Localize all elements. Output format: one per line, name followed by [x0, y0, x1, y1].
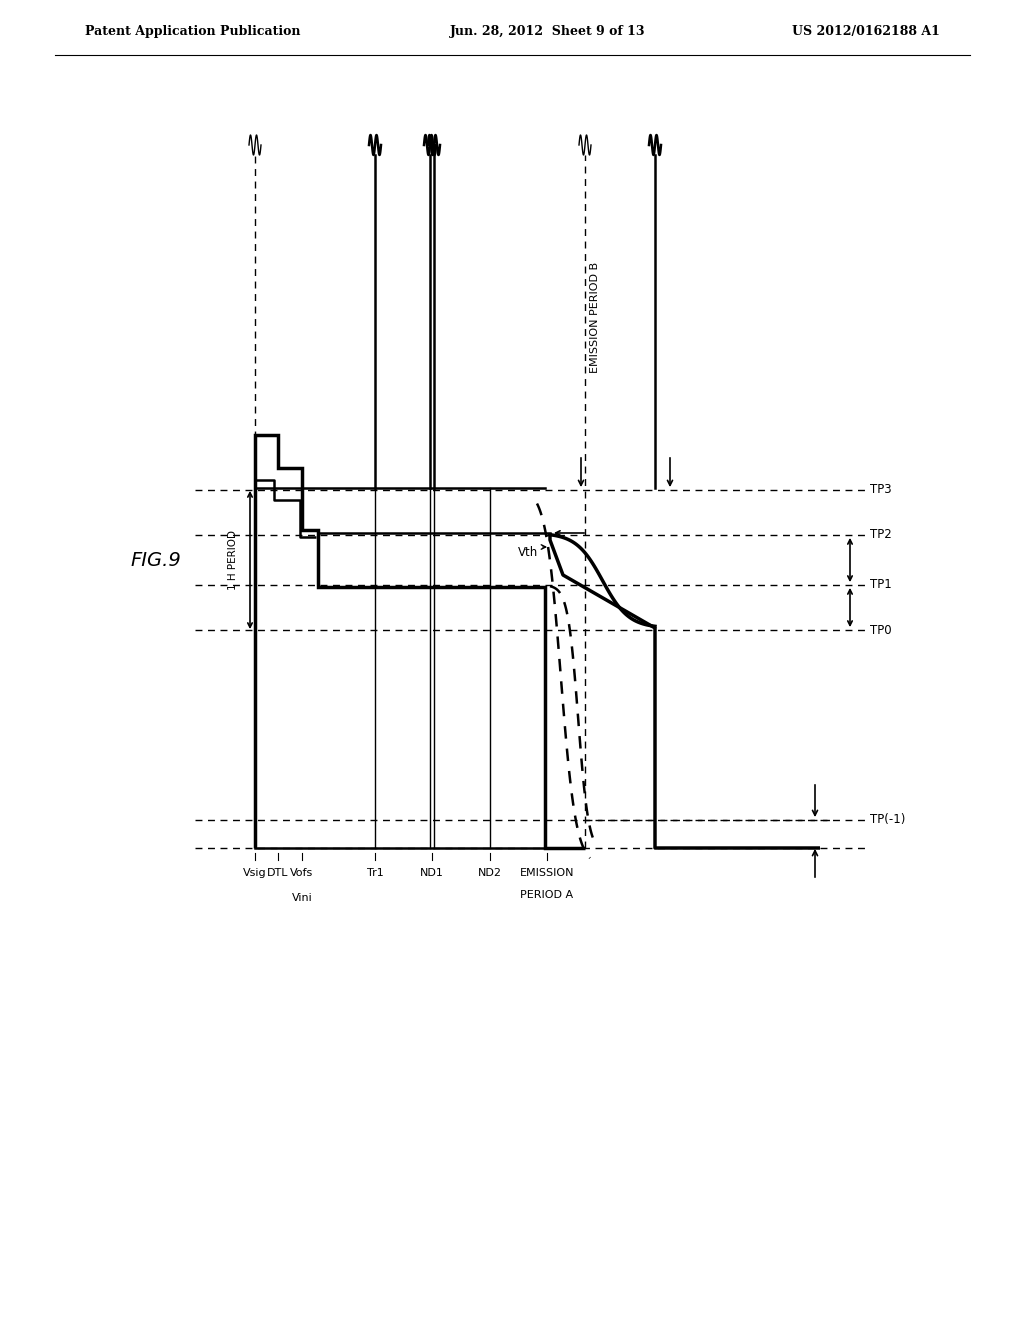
Text: ND1: ND1 [420, 869, 444, 878]
Text: Jun. 28, 2012  Sheet 9 of 13: Jun. 28, 2012 Sheet 9 of 13 [450, 25, 645, 38]
Text: TP1: TP1 [870, 578, 892, 591]
Text: EMISSION PERIOD B: EMISSION PERIOD B [590, 261, 600, 374]
Text: Tr1: Tr1 [367, 869, 383, 878]
Text: Vini: Vini [292, 894, 312, 903]
Text: ND2: ND2 [478, 869, 502, 878]
Text: Vofs: Vofs [291, 869, 313, 878]
Text: US 2012/0162188 A1: US 2012/0162188 A1 [793, 25, 940, 38]
Text: 1 H PERIOD: 1 H PERIOD [228, 531, 238, 590]
Text: TP(-1): TP(-1) [870, 813, 905, 826]
Text: Vsig: Vsig [243, 869, 267, 878]
Text: EMISSION: EMISSION [520, 869, 574, 878]
Text: TP3: TP3 [870, 483, 892, 496]
Text: PERIOD A: PERIOD A [520, 890, 573, 900]
Text: TP0: TP0 [870, 623, 892, 636]
Text: TP2: TP2 [870, 528, 892, 541]
Text: FIG.9: FIG.9 [130, 550, 181, 569]
Text: Patent Application Publication: Patent Application Publication [85, 25, 300, 38]
Text: DTL: DTL [267, 869, 289, 878]
Text: Vth: Vth [518, 545, 538, 558]
